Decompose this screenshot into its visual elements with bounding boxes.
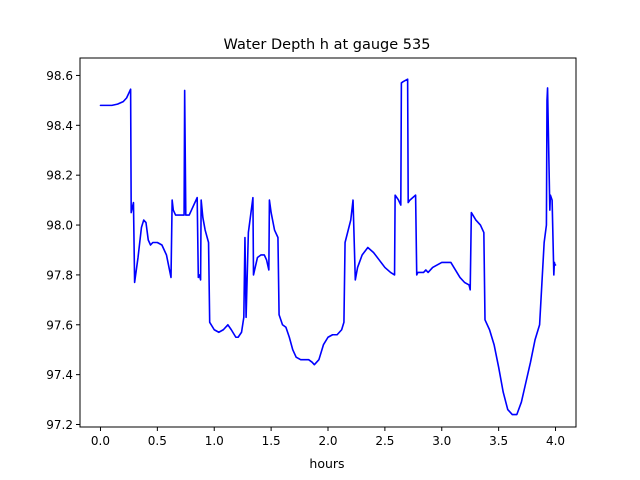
chart-title: Water Depth h at gauge 535 <box>224 37 431 53</box>
x-tick-label: 4.0 <box>546 434 565 448</box>
x-tick-label: 1.5 <box>262 434 281 448</box>
series-layer <box>99 78 557 416</box>
x-axis-label: hours <box>309 456 344 471</box>
y-tick-label: 98.2 <box>46 169 73 183</box>
x-tick-label: 1.0 <box>205 434 224 448</box>
x-axis: 0.0 0.5 1.0 1.5 2.0 2.5 3.0 3.5 4.0 <box>91 427 565 448</box>
y-tick-label: 98.0 <box>46 219 73 233</box>
x-tick-label: 0.5 <box>148 434 167 448</box>
series-line-0 <box>99 78 557 416</box>
y-axis: 97.2 97.4 97.6 97.8 98.0 98.2 98.4 98.6 <box>46 69 80 432</box>
y-tick-label: 97.8 <box>46 268 73 282</box>
y-tick-label: 98.6 <box>46 69 73 83</box>
x-tick-label: 2.5 <box>375 434 394 448</box>
y-tick-label: 97.6 <box>46 318 73 332</box>
x-tick-label: 3.0 <box>432 434 451 448</box>
x-tick-label: 2.0 <box>318 434 337 448</box>
y-tick-label: 97.4 <box>46 368 73 382</box>
x-tick-label: 0.0 <box>91 434 110 448</box>
x-tick-label: 3.5 <box>489 434 508 448</box>
y-tick-label: 97.2 <box>46 418 73 432</box>
y-tick-label: 98.4 <box>46 119 73 133</box>
